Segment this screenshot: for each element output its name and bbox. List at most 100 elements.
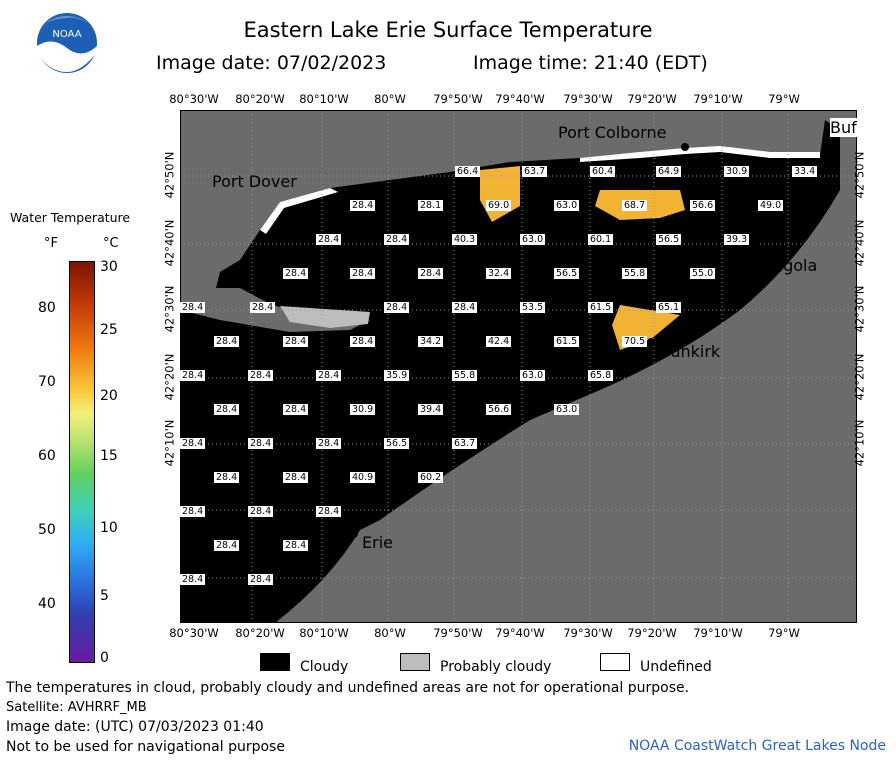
lon-tick-bottom: 80°20'W (235, 626, 285, 640)
operational-note: The temperatures in cloud, probably clou… (6, 680, 690, 696)
temperature-sample: 28.4 (350, 268, 376, 279)
temperature-sample: 65.1 (656, 302, 682, 313)
temperature-sample: 33.4 (792, 166, 818, 177)
temperature-sample: 39.3 (724, 234, 750, 245)
lon-tick-bottom: 79°10'W (693, 626, 743, 640)
lon-tick-top: 80°20'W (235, 92, 285, 106)
temperature-sample: 28.4 (316, 506, 342, 517)
celsius-tick: 0 (100, 650, 109, 666)
temperature-sample: 28.4 (248, 370, 274, 381)
navigation-warning: Not to be used for navigational purpose (6, 739, 285, 755)
lon-tick-bottom: 79°W (768, 626, 800, 640)
temperature-sample: 34.2 (418, 336, 444, 347)
temperature-sample: 28.4 (316, 438, 342, 449)
lake-water-cloudy (180, 120, 840, 623)
lon-tick-bottom: 80°W (374, 626, 406, 640)
noaa-logo: NOAA (36, 12, 98, 74)
temperature-sample: 65.8 (588, 370, 614, 381)
temperature-sample: 28.4 (180, 506, 206, 517)
image-date: Image date: 07/02/2023 (156, 52, 387, 74)
lon-tick-top: 79°20'W (627, 92, 677, 106)
temperature-sample: 63.7 (522, 166, 548, 177)
temperature-sample: 70.5 (622, 336, 648, 347)
temperature-sample: 28.4 (452, 302, 478, 313)
temperature-sample: 28.4 (350, 200, 376, 211)
lon-tick-top: 79°W (768, 92, 800, 106)
lon-tick-top: 80°10'W (299, 92, 349, 106)
temperature-sample: 61.5 (588, 302, 614, 313)
lon-tick-bottom: 79°30'W (563, 626, 613, 640)
lat-tick-left: 42°30'N (162, 285, 177, 333)
temperature-sample: 28.4 (283, 540, 309, 551)
place-dunkirk: Dunkirk (658, 342, 721, 361)
lake-erie-map (180, 110, 857, 623)
fahrenheit-tick: 80 (38, 300, 56, 316)
satellite-info: Satellite: AVHRRF_MB (6, 700, 147, 715)
celsius-tick: 15 (100, 448, 118, 464)
probably-cloudy-label: Probably cloudy (440, 659, 552, 675)
temperature-sample: 64.9 (656, 166, 682, 177)
lat-tick-right: 42°40'N (852, 219, 867, 267)
fahrenheit-tick: 60 (38, 448, 56, 464)
temperature-sample: 28.4 (180, 574, 206, 585)
celsius-tick: 20 (100, 388, 118, 404)
celsius-tick: 10 (100, 520, 118, 536)
temperature-sample: 28.4 (214, 336, 240, 347)
temperature-sample: 28.4 (214, 404, 240, 415)
temperature-sample: 28.4 (180, 302, 206, 313)
credit: NOAA CoastWatch Great Lakes Node (628, 738, 886, 754)
fahrenheit-tick: 40 (38, 596, 56, 612)
map-frame (180, 110, 857, 623)
temperature-sample: 28.4 (214, 540, 240, 551)
lon-tick-top: 79°10'W (693, 92, 743, 106)
temperature-sample: 28.4 (283, 472, 309, 483)
temperature-sample: 28.4 (384, 302, 410, 313)
temperature-sample: 56.6 (690, 200, 716, 211)
legend-title: Water Temperature (10, 210, 131, 225)
unit-fahrenheit: °F (44, 236, 58, 251)
lat-tick-right: 42°20'N (852, 353, 867, 401)
port-colborne-marker (681, 143, 689, 151)
temperature-sample: 28.4 (180, 438, 206, 449)
undefined-fringe (260, 188, 338, 234)
temperature-sample: 66.4 (455, 166, 481, 177)
temperature-sample: 56.5 (656, 234, 682, 245)
celsius-tick: 25 (100, 322, 118, 338)
lon-tick-bottom: 80°30'W (169, 626, 219, 640)
dunkirk-marker (647, 338, 655, 346)
temperature-sample: 56.5 (384, 438, 410, 449)
place-angola: Angola (762, 256, 818, 275)
erie-marker (350, 530, 358, 538)
place-port-colborne: Port Colborne (558, 123, 667, 142)
temperature-sample: 28.4 (283, 268, 309, 279)
lon-tick-top: 79°40'W (495, 92, 545, 106)
image-time: Image time: 21:40 (EDT) (473, 52, 708, 74)
temperature-sample: 28.4 (214, 472, 240, 483)
temperature-sample: 60.1 (588, 234, 614, 245)
temperature-sample: 68.7 (622, 200, 648, 211)
lat-tick-right: 42°50'N (852, 151, 867, 199)
temperature-sample: 28.1 (418, 200, 444, 211)
temperature-sample: 63.0 (554, 200, 580, 211)
temperature-sample: 63.0 (554, 404, 580, 415)
fahrenheit-tick: 50 (38, 522, 56, 538)
temperature-sample: 63.0 (520, 370, 546, 381)
temperature-sample: 55.0 (690, 268, 716, 279)
temperature-sample: 28.4 (316, 370, 342, 381)
map-title: Eastern Lake Erie Surface Temperature (243, 18, 653, 42)
lon-tick-bottom: 79°40'W (495, 626, 545, 640)
temperature-sample: 40.9 (350, 472, 376, 483)
temperature-sample: 30.9 (350, 404, 376, 415)
lat-tick-left: 42°40'N (162, 219, 177, 267)
place-buffalo: Buf (830, 118, 857, 137)
lat-tick-left: 42°10'N (162, 419, 177, 467)
svg-text:NOAA: NOAA (52, 29, 81, 40)
temperature-sample: 55.8 (622, 268, 648, 279)
lon-tick-bottom: 80°10'W (299, 626, 349, 640)
lat-tick-left: 42°20'N (162, 353, 177, 401)
temperature-sample: 28.4 (316, 234, 342, 245)
temperature-sample: 56.5 (554, 268, 580, 279)
probably-cloudy-swatch (400, 653, 430, 671)
temperature-sample: 39.4 (418, 404, 444, 415)
undefined-label: Undefined (640, 659, 712, 675)
